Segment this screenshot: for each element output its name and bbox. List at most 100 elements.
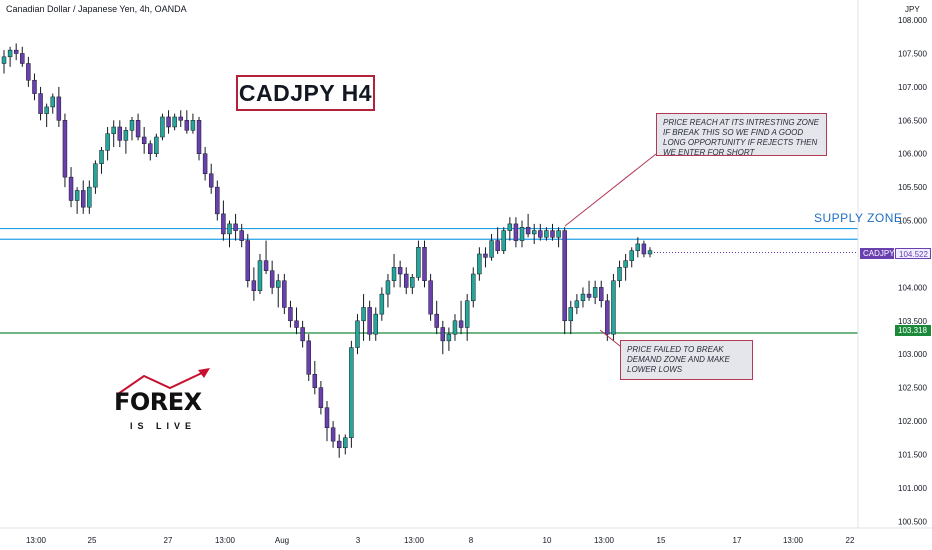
symbol-header[interactable]: Canadian Dollar / Japanese Yen, 4h, OAND… (6, 4, 187, 14)
time-axis[interactable]: 13:00 25 27 13:00 Aug 3 13:00 8 10 13:00 15 17 13:00… (0, 527, 932, 545)
candle (300, 320, 305, 348)
x-tick-label: 13:00 (783, 536, 804, 545)
candle-body (336, 440, 342, 449)
x-tick-label: 13:00 (215, 536, 236, 545)
candle (568, 300, 574, 335)
candle-body (105, 133, 110, 151)
candle-body (215, 186, 220, 215)
candle (50, 93, 55, 114)
y-tick-label: 104.000 (898, 283, 927, 292)
candle (501, 227, 506, 254)
candle-body (294, 320, 299, 328)
candle (495, 227, 500, 254)
y-tick-label: 105.500 (898, 183, 927, 192)
x-tick-label: 25 (88, 536, 97, 545)
candle-body (13, 49, 19, 54)
candle (269, 260, 275, 295)
current-price-tag: 104.522 (895, 248, 931, 259)
candle-body (129, 120, 135, 131)
y-tick-label: 102.500 (898, 384, 927, 393)
candle-body (269, 270, 275, 288)
candle-body (32, 79, 37, 94)
candle-body (379, 293, 385, 315)
candle-body (544, 230, 549, 238)
candle (160, 113, 165, 141)
y-tick-label: 102.000 (898, 417, 927, 426)
candle-body (7, 49, 13, 58)
candle (525, 213, 531, 238)
callout-top-pointer (564, 153, 657, 227)
candle-body (20, 53, 25, 64)
candle-body (148, 143, 153, 154)
candle-body (519, 226, 525, 241)
candle-body (458, 320, 464, 328)
candle (452, 314, 458, 341)
candle-body (251, 280, 257, 291)
candle (513, 217, 519, 248)
candle (367, 300, 372, 341)
candle-body (556, 230, 561, 238)
candle-body (56, 96, 62, 121)
candle (123, 126, 129, 154)
logo-sub-text: IS LIVE (130, 421, 197, 431)
candle-body (611, 280, 616, 335)
candle (257, 253, 263, 295)
candle-body (647, 250, 653, 255)
candle-body (154, 136, 159, 154)
candle (599, 280, 604, 308)
candle (477, 247, 482, 281)
candle-body (410, 277, 415, 288)
candle (550, 223, 555, 241)
candle (7, 46, 13, 67)
candle (446, 327, 452, 351)
candle (294, 307, 299, 335)
supply-zone-band (0, 228, 858, 240)
candle (263, 240, 269, 275)
candle-body (208, 173, 214, 188)
candle (93, 160, 98, 194)
y-tick-label: 101.500 (898, 450, 927, 459)
price-axis[interactable]: JPY 108.000 107.500 107.000 106.500 106.000 10… (857, 0, 927, 528)
candle (507, 217, 513, 241)
x-tick-label: 8 (469, 536, 474, 545)
y-tick-label: 100.500 (898, 517, 927, 526)
y-tick-label: 107.000 (898, 83, 927, 92)
candle-body (135, 120, 141, 138)
candle (586, 280, 592, 301)
candle-body (282, 280, 287, 308)
candle (647, 247, 653, 258)
candle-body (111, 126, 116, 134)
candle (62, 113, 68, 188)
candle (464, 294, 470, 341)
candle-body (483, 253, 488, 258)
candle (221, 200, 226, 241)
candle (403, 267, 409, 295)
candle-body (202, 153, 208, 175)
candle-body (513, 223, 519, 241)
candle (44, 103, 49, 127)
candle-body (452, 320, 458, 335)
candle (531, 223, 537, 244)
candle-body (330, 427, 336, 442)
candle-body (489, 240, 494, 258)
candle-body (355, 320, 360, 348)
candle-body (1, 56, 7, 64)
y-tick-label: 101.000 (898, 484, 927, 493)
x-tick-label: 13:00 (594, 536, 615, 545)
candle-body (605, 300, 610, 335)
candle-body (397, 267, 403, 275)
candle (117, 120, 123, 148)
candle-body (184, 120, 190, 131)
candle-body (641, 243, 647, 255)
candle-body (635, 243, 641, 251)
candle-body (367, 307, 372, 335)
candle (538, 223, 543, 241)
x-tick-label: Aug (275, 536, 289, 545)
candle (80, 180, 86, 214)
candle (483, 247, 488, 268)
candle (428, 274, 433, 321)
candle-body (257, 260, 263, 291)
candle (74, 187, 80, 214)
candle-body (239, 230, 244, 241)
